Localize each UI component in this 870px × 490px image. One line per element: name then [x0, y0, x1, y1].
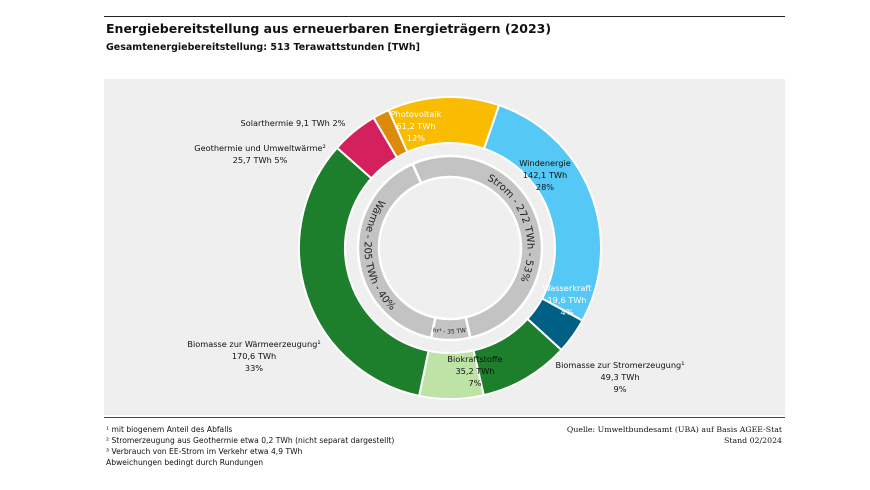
label-line: Biomasse zur Wärmeerzeugung¹: [187, 339, 320, 349]
label-line: 35,2 TWh: [455, 366, 494, 376]
label-line: 7%: [469, 378, 482, 388]
label-line: Solarthermie 9,1 TWh 2%: [241, 118, 346, 128]
footnote-3: ³ Verbrauch von EE-Strom im Verkehr etwa…: [106, 447, 303, 456]
top-rule: [104, 16, 785, 17]
inner-label-1: Verkehr³ - 35 TWh - 7%: [0, 0, 467, 336]
label-biomasse-zur-wärmeerzeugung: Biomasse zur Wärmeerzeugung¹ 170,6 TWh 33%: [187, 339, 320, 373]
label-line: Wasserkraft: [543, 283, 592, 293]
footnote-1: ¹ mit biogenem Anteil des Abfalls: [106, 425, 233, 434]
label-line: 49,3 TWh: [600, 372, 639, 382]
sector-strom: [410, 154, 544, 340]
chart-title: Energiebereitstellung aus erneuerbaren E…: [106, 21, 552, 36]
label-line: 61,2 TWh: [396, 121, 435, 131]
outer-ring: [298, 96, 602, 400]
label-line: 25,7 TWh 5%: [233, 155, 288, 165]
label-line: 170,6 TWh: [232, 351, 276, 361]
label-geothermie-und-umweltwärme: Geothermie und Umweltwärme² 25,7 TWh 5%: [194, 143, 326, 165]
label-windenergie: Windenergie 142,1 TWh 28%: [519, 158, 571, 192]
slice-solarthermie: [372, 108, 409, 159]
inner-ring: [356, 154, 544, 342]
sector-waerme: [356, 162, 437, 340]
label-line: 4%: [561, 307, 574, 317]
date-line: Stand 02/2024: [723, 436, 782, 445]
footnote-rounding: Abweichungen bedingt durch Rundungen: [106, 458, 264, 467]
label-line: 28%: [536, 182, 554, 192]
label-biomasse-zur-stromerzeugung: Biomasse zur Stromerzeugung¹ 49,3 TWh 9%: [555, 360, 684, 394]
label-biokraftstoffe: Biokraftstoffe 35,2 TWh 7%: [447, 354, 502, 388]
footnote-2: ² Stromerzeugung aus Geothermie etwa 0,2…: [106, 436, 395, 445]
label-solarthermie: Solarthermie 9,1 TWh 2%: [241, 118, 346, 128]
label-line: Geothermie und Umweltwärme²: [194, 143, 326, 153]
label-line: 12%: [407, 133, 425, 143]
label-line: 142,1 TWh: [523, 170, 567, 180]
footnotes: ¹ mit biogenem Anteil des Abfalls ² Stro…: [106, 424, 394, 468]
label-line: 19,6 TWh: [547, 295, 586, 305]
label-line: Biokraftstoffe: [447, 354, 502, 364]
bottom-rule: [104, 417, 785, 418]
label-wasserkraft: Wasserkraft 19,6 TWh 4%: [543, 283, 592, 317]
label-line: 9%: [614, 384, 627, 394]
label-line: Photovoltaik: [391, 109, 442, 119]
label-line: Windenergie: [519, 158, 571, 168]
label-photovoltaik: Photovoltaik 61,2 TWh 12%: [391, 109, 442, 143]
chart-subtitle: Gesamtenergiebereitstellung: 513 Terawat…: [106, 42, 420, 53]
source-line: Quelle: Umweltbundesamt (UBA) auf Basis …: [566, 425, 782, 434]
source-note: Quelle: Umweltbundesamt (UBA) auf Basis …: [567, 424, 782, 446]
label-line: Biomasse zur Stromerzeugung¹: [555, 360, 684, 370]
label-line: 33%: [245, 363, 263, 373]
slice-biomasse-zur-wärmeerzeugung: [298, 146, 430, 397]
outer-ring-labels: Photovoltaik 61,2 TWh 12% Windenergie 142,1 …: [187, 109, 684, 394]
